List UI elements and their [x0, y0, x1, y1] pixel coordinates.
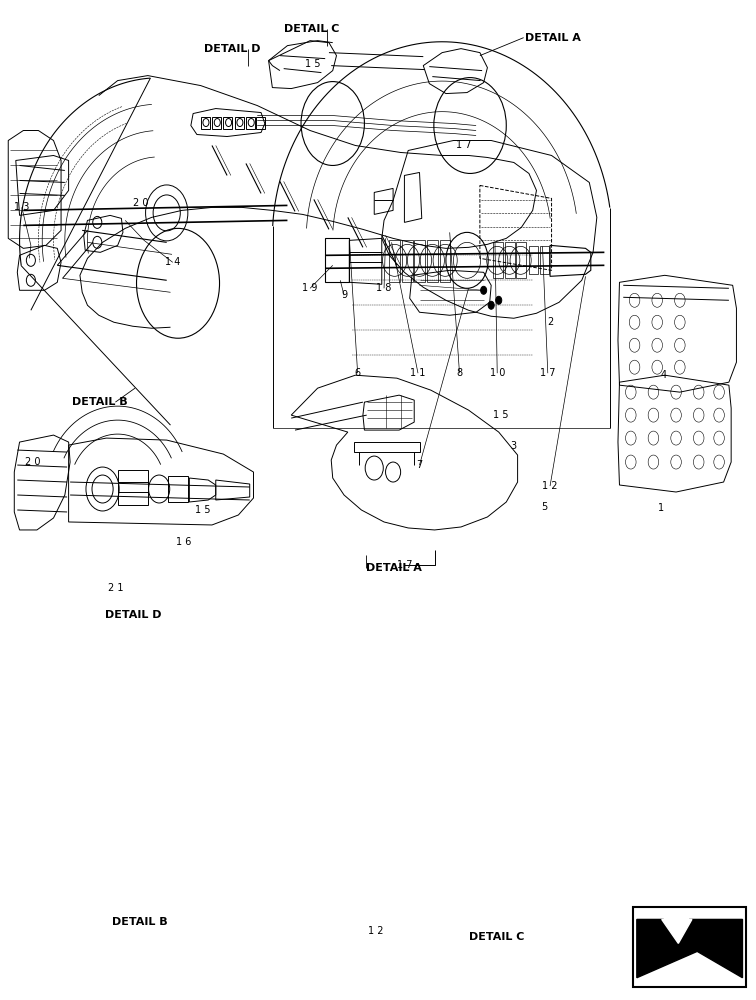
Text: DETAIL D: DETAIL D [104, 610, 161, 620]
Circle shape [481, 286, 487, 294]
Bar [246, 117, 255, 129]
Circle shape [496, 296, 502, 304]
Circle shape [488, 301, 494, 309]
Bar [223, 117, 232, 129]
Text: 1 3: 1 3 [14, 202, 29, 212]
Text: DETAIL A: DETAIL A [366, 563, 422, 573]
Text: 1 9: 1 9 [302, 283, 318, 293]
Text: 1 7: 1 7 [540, 368, 556, 378]
Text: 1 4: 1 4 [165, 257, 181, 267]
Text: 7: 7 [417, 460, 423, 470]
Text: 1 5: 1 5 [195, 505, 211, 515]
Text: DETAIL C: DETAIL C [284, 24, 339, 34]
Text: 1 2: 1 2 [368, 926, 383, 936]
Text: 8: 8 [457, 368, 463, 378]
Text: 1 5: 1 5 [305, 59, 320, 69]
Text: 1 8: 1 8 [376, 283, 392, 293]
Text: 6: 6 [355, 368, 361, 378]
Polygon shape [662, 919, 692, 943]
Bar [234, 117, 243, 129]
Text: 3: 3 [511, 441, 517, 451]
Text: 1 7: 1 7 [456, 140, 471, 150]
Text: 1 5: 1 5 [493, 410, 509, 420]
Text: 9: 9 [341, 290, 347, 300]
Text: 1 7: 1 7 [397, 560, 412, 570]
Text: 5: 5 [541, 502, 547, 512]
Bar [212, 117, 221, 129]
Text: DETAIL C: DETAIL C [469, 932, 524, 942]
Bar [633, 907, 746, 987]
Text: DETAIL B: DETAIL B [73, 397, 128, 407]
Text: 2 1: 2 1 [107, 583, 123, 593]
Bar [200, 117, 209, 129]
Text: 1: 1 [658, 503, 664, 513]
Text: 2 0: 2 0 [132, 198, 148, 208]
Polygon shape [637, 919, 742, 978]
Text: 2: 2 [547, 317, 553, 327]
Text: 2 0: 2 0 [25, 457, 40, 467]
Text: DETAIL D: DETAIL D [204, 44, 261, 54]
Text: DETAIL A: DETAIL A [525, 33, 581, 43]
Text: 1 6: 1 6 [176, 537, 192, 547]
Text: 1 1: 1 1 [411, 368, 426, 378]
Text: DETAIL B: DETAIL B [113, 917, 168, 927]
Text: 1 0: 1 0 [490, 368, 505, 378]
Text: 1 2: 1 2 [542, 481, 558, 491]
Bar [256, 117, 265, 129]
Text: 4: 4 [660, 370, 666, 380]
